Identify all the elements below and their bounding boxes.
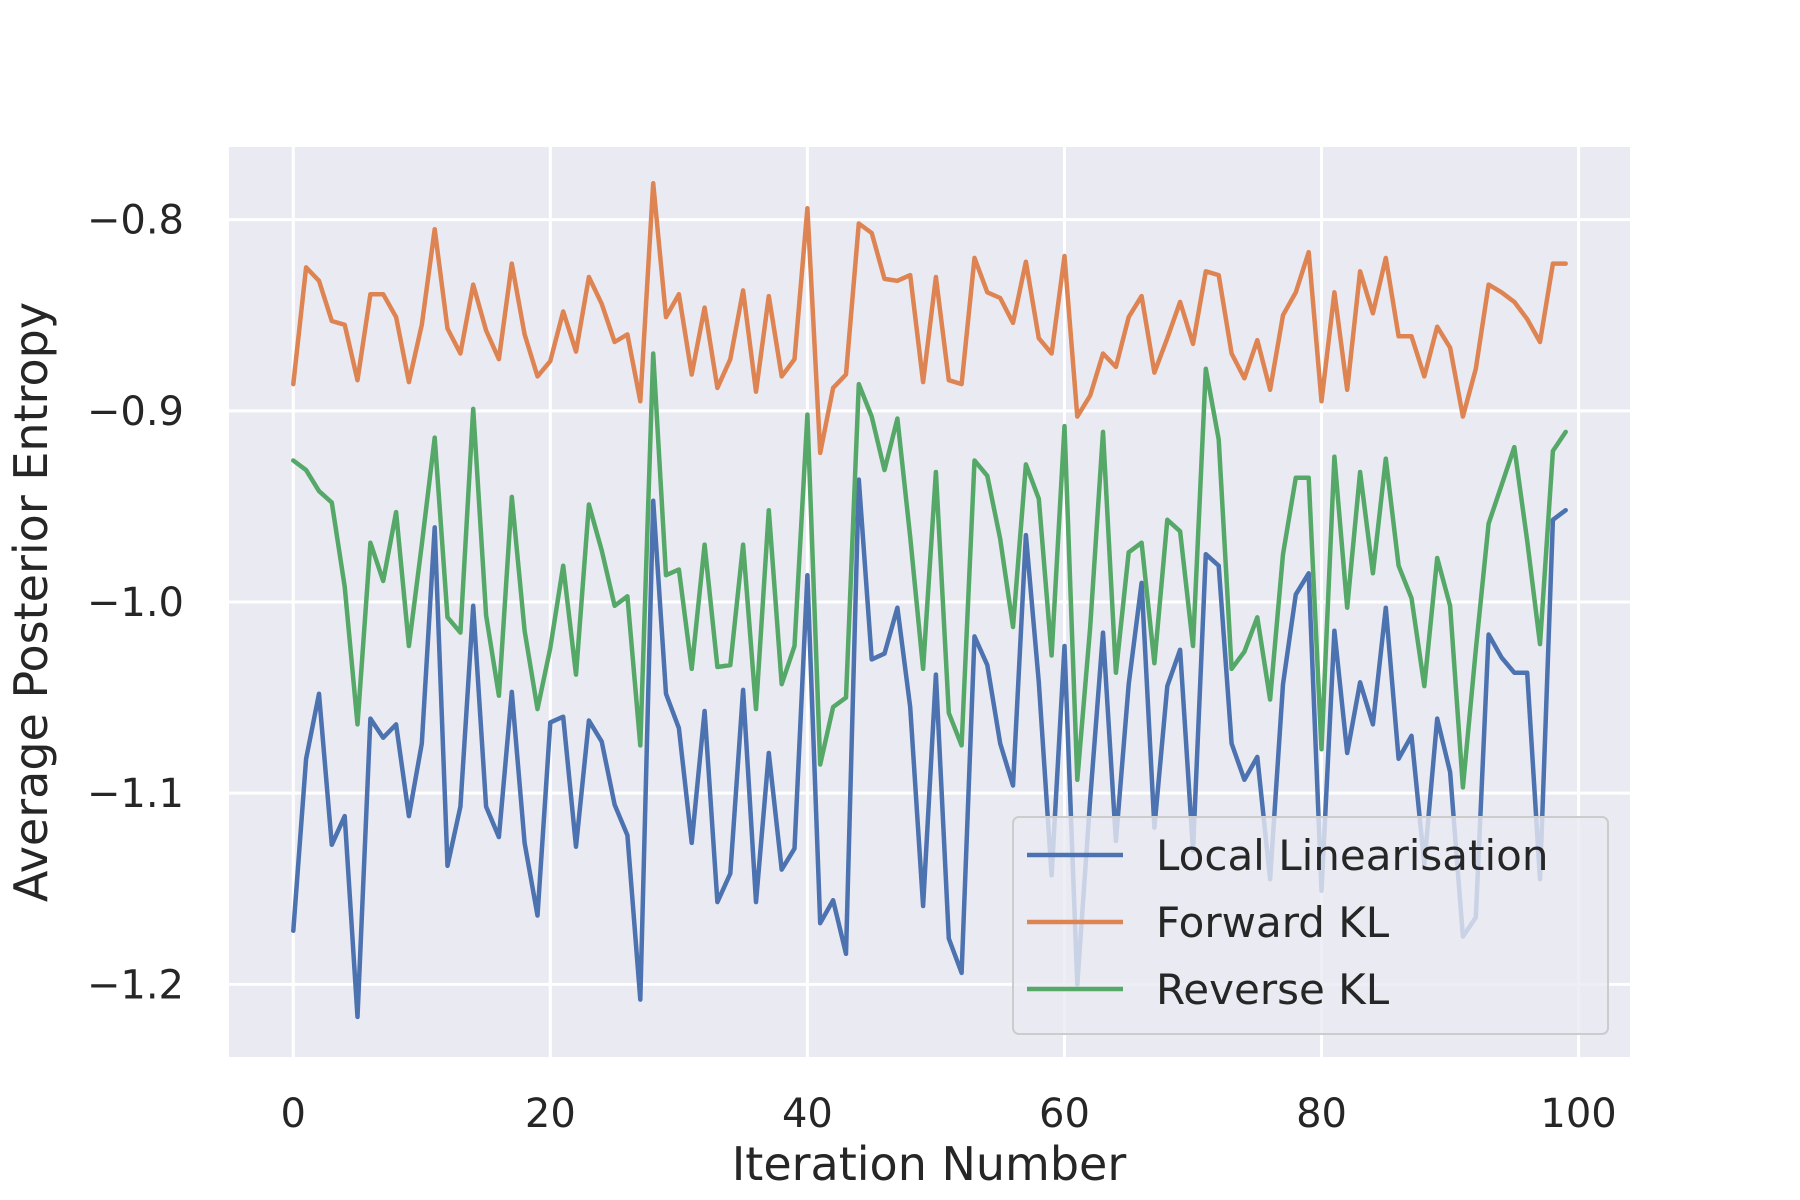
series-lines xyxy=(291,181,1568,1020)
legend-label: Reverse KL xyxy=(1156,965,1390,1014)
series-line-2 xyxy=(291,351,1568,790)
legend-label: Local Linearisation xyxy=(1156,831,1548,880)
legend-box xyxy=(1012,816,1609,1035)
y-tick-label: −1.2 xyxy=(87,962,184,1008)
series-line-1 xyxy=(291,181,1568,456)
y-axis-label: Average Posterior Entropy xyxy=(4,302,58,902)
x-tick-label: 80 xyxy=(1296,1091,1347,1137)
x-tick-label: 0 xyxy=(281,1091,306,1137)
x-tick-label: 40 xyxy=(782,1091,833,1137)
y-tick-label: −0.9 xyxy=(87,389,184,435)
x-axis-label: Iteration Number xyxy=(732,1137,1127,1191)
y-tick-label: −1.1 xyxy=(87,771,184,817)
y-tick-labels: −0.8 −0.9 −1.0 −1.1 −1.2 xyxy=(87,198,184,1009)
y-tick-label: −1.0 xyxy=(87,580,184,626)
x-tick-label: 60 xyxy=(1039,1091,1090,1137)
legend-label: Forward KL xyxy=(1156,898,1390,947)
series-line-0 xyxy=(291,477,1568,1020)
x-tick-labels: 0 20 40 60 80 100 xyxy=(281,1091,1617,1137)
y-tick-label: −0.8 xyxy=(87,198,184,244)
x-tick-label: 100 xyxy=(1540,1091,1616,1137)
legend: Local Linearisation Forward KL Reverse KL xyxy=(1012,816,1609,1035)
x-tick-label: 20 xyxy=(525,1091,576,1137)
